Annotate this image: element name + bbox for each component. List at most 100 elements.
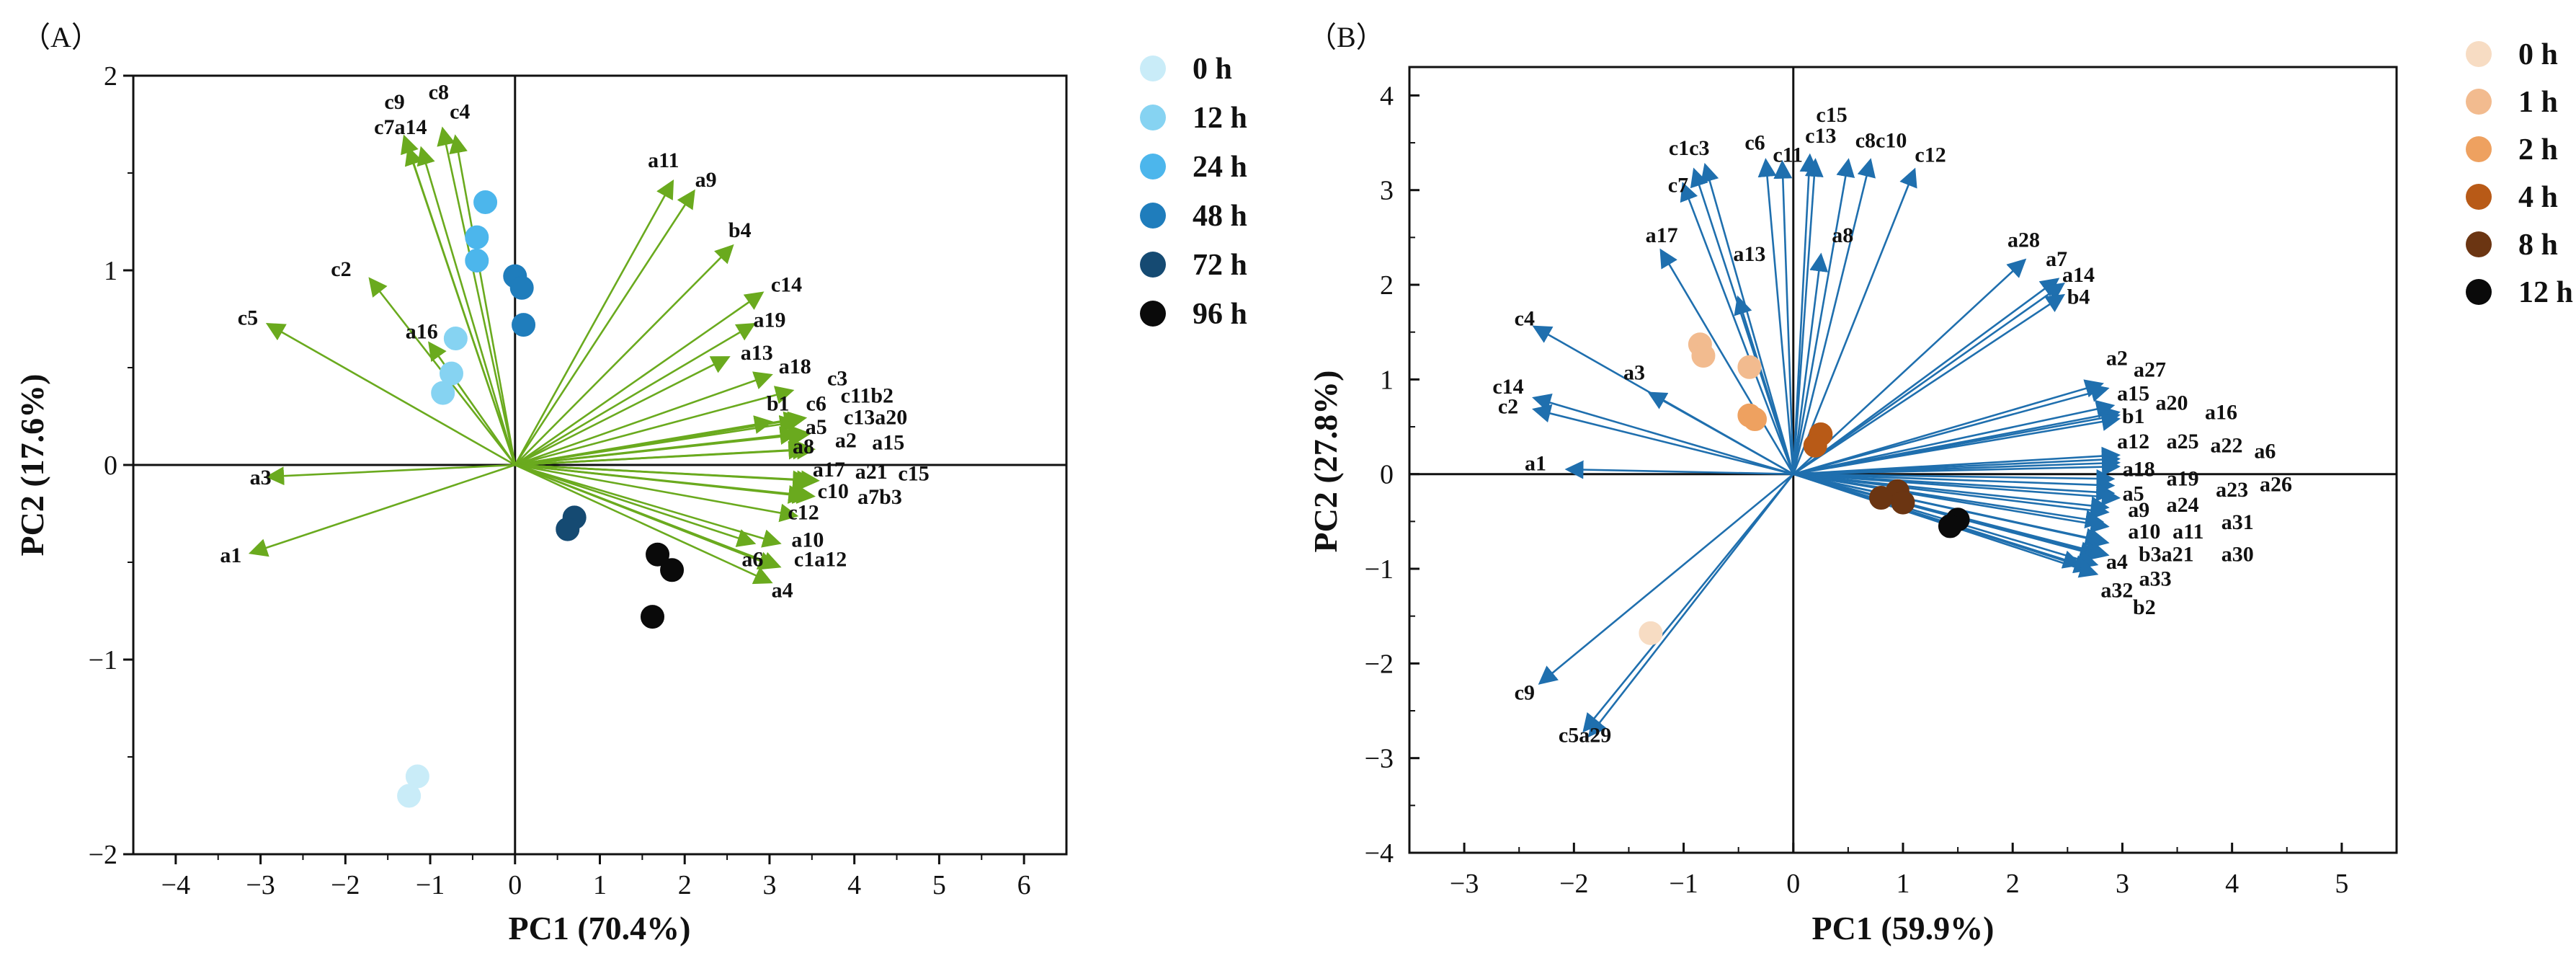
y-tick-label: −1 — [1365, 554, 1394, 585]
vector-a29 — [1587, 473, 1794, 737]
vector-label: c6 — [806, 391, 826, 415]
x-tick-label: −1 — [416, 870, 445, 900]
vector-label: a1 — [220, 544, 241, 567]
loading-vectors — [248, 126, 820, 585]
vector-label: a24 — [2167, 493, 2199, 517]
vector-label: a6 — [741, 547, 763, 571]
x-tick-label: 1 — [1897, 869, 1910, 899]
panel-a: （A） −4 −3 −2 −1 0 1 2 3 4 5 6 −2 −1 0 1 2 PC1 (70.4%) PC2 … — [14, 21, 1247, 946]
vector-label: c4 — [1515, 307, 1535, 331]
score-points — [1639, 332, 1970, 645]
vector-a9 — [514, 189, 695, 466]
vector-c8 — [1792, 158, 1855, 474]
vector-label: a18 — [2123, 457, 2155, 481]
vector-a2 — [1793, 379, 2104, 475]
vector-label: a15 — [2117, 381, 2149, 405]
y-axis-title: PC2 (17.6%) — [14, 374, 50, 557]
vector-a10 — [514, 464, 782, 548]
vector-label: a17 — [1646, 223, 1678, 247]
legend: 0 h 1 h 2 h 4 h 8 h 12 h — [2466, 38, 2573, 309]
y-tick-label: 1 — [104, 256, 117, 286]
vector-a13 — [514, 356, 731, 466]
point-96h — [660, 558, 685, 582]
legend-swatch — [2466, 41, 2492, 67]
legend-label: 8 h — [2518, 229, 2558, 262]
vector-label: a31 — [2221, 510, 2254, 534]
legend-label: 96 h — [1193, 298, 1247, 331]
vector-label: c9 — [384, 90, 404, 114]
vector-a11 — [514, 179, 674, 466]
x-axis-title: PC1 (70.4%) — [509, 910, 691, 946]
legend-swatch — [1140, 301, 1166, 327]
point-8h — [1869, 486, 1894, 510]
y-tick-label: −2 — [89, 840, 117, 870]
y-tick-label: 0 — [104, 451, 117, 481]
vector-a14 — [416, 146, 517, 466]
vector-label: b1 — [2122, 404, 2145, 428]
vector-label: a4 — [2106, 550, 2128, 574]
vector-c15 — [1792, 153, 1819, 474]
legend-label: 0 h — [1193, 53, 1232, 86]
legend-swatch — [2466, 231, 2492, 257]
legend-label: 48 h — [1193, 200, 1247, 233]
point-0h — [1639, 621, 1663, 645]
vector-label: c7 — [1668, 173, 1688, 197]
plot-frame — [1408, 66, 2398, 854]
y-tick-label: −1 — [89, 645, 117, 675]
vector-b2 — [514, 411, 808, 466]
vector-label: a11 — [648, 148, 679, 172]
vector-c5 — [1582, 473, 1794, 733]
vector-label: a18 — [779, 355, 811, 378]
x-tick-label: −2 — [331, 870, 360, 900]
vector-a1 — [248, 464, 516, 557]
vector-label: a14 — [2062, 263, 2095, 287]
x-tick-label: 0 — [1786, 869, 1800, 899]
vector-label: c8 — [429, 80, 449, 104]
vector-label: c7a14 — [374, 115, 427, 139]
legend-swatch — [1140, 154, 1166, 179]
vector-label: a25 — [2167, 430, 2199, 453]
vector-a12 — [514, 464, 782, 570]
y-tick-label: −4 — [1365, 838, 1394, 869]
point-0h — [397, 784, 422, 808]
legend-swatch — [2466, 184, 2492, 210]
vector-c15 — [514, 464, 820, 489]
vector-a3 — [1647, 391, 1794, 475]
vector-c13 — [1792, 158, 1824, 474]
vector-c4 — [449, 134, 517, 466]
vector-b4 — [1793, 293, 2066, 475]
legend-swatch — [2466, 136, 2492, 162]
vector-a13 — [1734, 295, 1795, 475]
y-tick-label: 2 — [104, 61, 117, 92]
vector-label: a19 — [2167, 466, 2199, 490]
vector-label: a15 — [872, 430, 904, 454]
vector-label: c9 — [1515, 680, 1535, 704]
point-12h — [1938, 514, 1962, 538]
x-tick-label: 0 — [508, 870, 522, 900]
x-tick-label: −4 — [161, 870, 190, 900]
vector-a27 — [1793, 383, 2110, 475]
panel-label: （B） — [1308, 21, 1385, 53]
vector-a1 — [1564, 460, 1793, 479]
legend-swatch — [2466, 89, 2492, 115]
vector-label: c8c10 — [1855, 129, 1907, 153]
point-96h — [640, 605, 664, 629]
point-24h — [465, 249, 489, 272]
vector-label: c13 — [1805, 124, 1836, 148]
legend: 0 h 12 h 24 h 48 h 72 h 96 h — [1140, 53, 1247, 331]
vector-a6 — [514, 464, 757, 547]
legend-label: 72 h — [1193, 249, 1247, 282]
vector-c3 — [1701, 162, 1795, 475]
vector-c11 — [1773, 159, 1795, 474]
point-48h — [509, 275, 534, 300]
vector-c5 — [265, 323, 516, 466]
vector-label: a33 — [2139, 567, 2172, 591]
vector-label: c11b2 — [841, 384, 893, 408]
x-tick-label: −3 — [1450, 869, 1479, 899]
legend-swatch — [1140, 56, 1166, 81]
point-24h — [473, 190, 498, 214]
vector-label: c15 — [898, 462, 929, 486]
vector-label: a13 — [741, 341, 773, 365]
